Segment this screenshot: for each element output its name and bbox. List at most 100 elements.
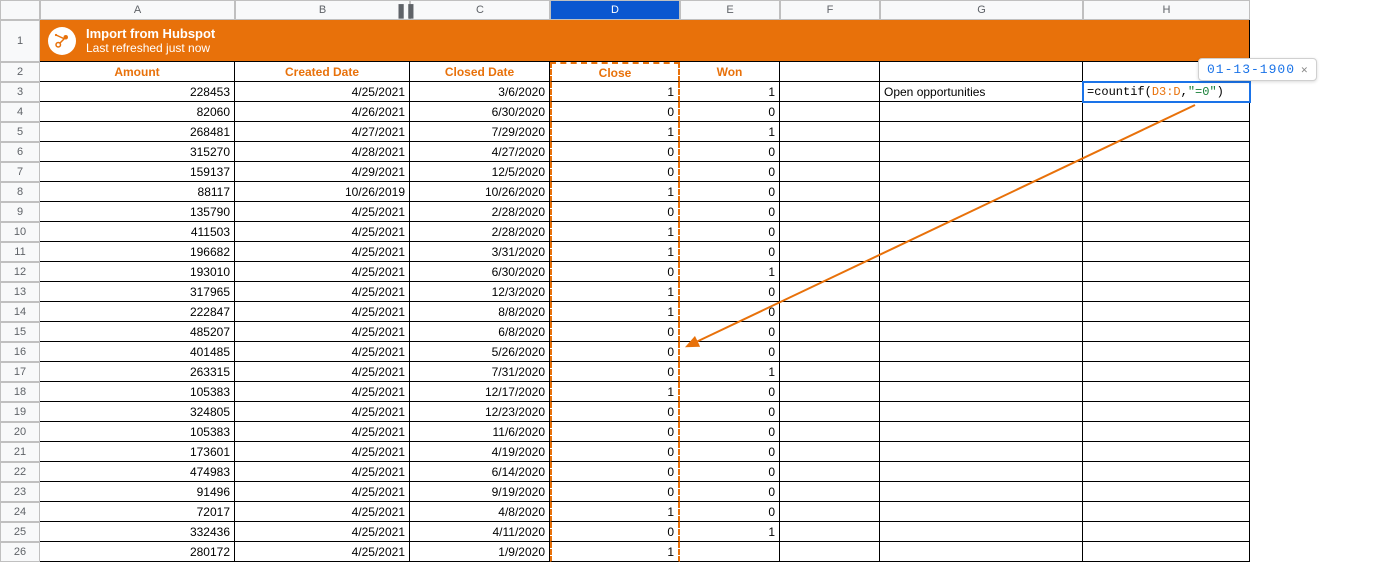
open-opportunities-label[interactable]: Open opportunities <box>880 82 1083 102</box>
cell-close[interactable]: 1 <box>550 502 680 522</box>
cell-created-date[interactable]: 4/26/2021 <box>235 102 410 122</box>
cell-g[interactable] <box>880 462 1083 482</box>
row-header-20[interactable]: 20 <box>0 422 40 442</box>
cell-closed-date[interactable]: 11/6/2020 <box>410 422 550 442</box>
cell-won[interactable]: 0 <box>680 422 780 442</box>
cell-won[interactable]: 1 <box>680 82 780 102</box>
row-header-17[interactable]: 17 <box>0 362 40 382</box>
cell-f[interactable] <box>780 342 880 362</box>
cell-created-date[interactable]: 4/25/2021 <box>235 82 410 102</box>
row-header-8[interactable]: 8 <box>0 182 40 202</box>
cell-h[interactable] <box>1083 162 1250 182</box>
cell-f[interactable] <box>780 82 880 102</box>
row-header-21[interactable]: 21 <box>0 442 40 462</box>
cell-close[interactable]: 0 <box>550 402 680 422</box>
cell-amount[interactable]: 411503 <box>40 222 235 242</box>
cell-h[interactable] <box>1083 402 1250 422</box>
cell-amount[interactable]: 196682 <box>40 242 235 262</box>
cell-created-date[interactable]: 4/25/2021 <box>235 382 410 402</box>
cell-f[interactable] <box>780 442 880 462</box>
row-header-6[interactable]: 6 <box>0 142 40 162</box>
cell-f[interactable] <box>780 502 880 522</box>
cell-closed-date[interactable]: 12/23/2020 <box>410 402 550 422</box>
cell-created-date[interactable]: 4/25/2021 <box>235 302 410 322</box>
cell-created-date[interactable]: 4/25/2021 <box>235 222 410 242</box>
cell-created-date[interactable]: 10/26/2019 <box>235 182 410 202</box>
cell-won[interactable]: 0 <box>680 142 780 162</box>
cell-amount[interactable]: 88117 <box>40 182 235 202</box>
cell-close[interactable]: 1 <box>550 182 680 202</box>
cell-created-date[interactable]: 4/25/2021 <box>235 482 410 502</box>
cell-close[interactable]: 1 <box>550 282 680 302</box>
cell-h[interactable] <box>1083 462 1250 482</box>
cell-amount[interactable]: 72017 <box>40 502 235 522</box>
cell-closed-date[interactable]: 6/30/2020 <box>410 262 550 282</box>
cell-g[interactable] <box>880 202 1083 222</box>
cell-amount[interactable]: 332436 <box>40 522 235 542</box>
cell-created-date[interactable]: 4/25/2021 <box>235 202 410 222</box>
cell-h[interactable] <box>1083 422 1250 442</box>
cell-g[interactable] <box>880 162 1083 182</box>
row-header-19[interactable]: 19 <box>0 402 40 422</box>
row-header-26[interactable]: 26 <box>0 542 40 562</box>
cell-f[interactable] <box>780 542 880 562</box>
cell-h[interactable] <box>1083 482 1250 502</box>
cell-amount[interactable]: 280172 <box>40 542 235 562</box>
cell-g[interactable] <box>880 222 1083 242</box>
cell-h[interactable] <box>1083 322 1250 342</box>
cell-amount[interactable]: 105383 <box>40 382 235 402</box>
cell-g[interactable] <box>880 262 1083 282</box>
cell-f[interactable] <box>780 262 880 282</box>
cell-close[interactable]: 1 <box>550 222 680 242</box>
cell-created-date[interactable]: 4/25/2021 <box>235 542 410 562</box>
cell-close[interactable]: 1 <box>550 382 680 402</box>
cell-closed-date[interactable]: 10/26/2020 <box>410 182 550 202</box>
cell-g[interactable] <box>880 322 1083 342</box>
cell-close[interactable]: 0 <box>550 102 680 122</box>
cell-h[interactable] <box>1083 222 1250 242</box>
select-all-corner[interactable] <box>0 0 40 20</box>
row-header-10[interactable]: 10 <box>0 222 40 242</box>
cell-g[interactable] <box>880 102 1083 122</box>
cell-close[interactable]: 1 <box>550 82 680 102</box>
cell-amount[interactable]: 324805 <box>40 402 235 422</box>
cell-won[interactable]: 0 <box>680 382 780 402</box>
row-header-4[interactable]: 4 <box>0 102 40 122</box>
cell-f[interactable] <box>780 382 880 402</box>
row-header-23[interactable]: 23 <box>0 482 40 502</box>
cell-won[interactable]: 0 <box>680 342 780 362</box>
cell-f[interactable] <box>780 522 880 542</box>
column-header-C[interactable]: C <box>410 0 550 20</box>
cell-closed-date[interactable]: 2/28/2020 <box>410 202 550 222</box>
cell-closed-date[interactable]: 4/19/2020 <box>410 442 550 462</box>
cell-h[interactable] <box>1083 122 1250 142</box>
cell-won[interactable] <box>680 542 780 562</box>
cell-created-date[interactable]: 4/25/2021 <box>235 422 410 442</box>
cell-g[interactable] <box>880 362 1083 382</box>
cell-closed-date[interactable]: 2/28/2020 <box>410 222 550 242</box>
cell-h[interactable] <box>1083 542 1250 562</box>
cell-g[interactable] <box>880 302 1083 322</box>
cell-created-date[interactable]: 4/27/2021 <box>235 122 410 142</box>
cell-h[interactable] <box>1083 522 1250 542</box>
cell-closed-date[interactable]: 4/27/2020 <box>410 142 550 162</box>
cell-closed-date[interactable]: 9/19/2020 <box>410 482 550 502</box>
cell-closed-date[interactable]: 4/11/2020 <box>410 522 550 542</box>
cell-created-date[interactable]: 4/25/2021 <box>235 462 410 482</box>
row-header-18[interactable]: 18 <box>0 382 40 402</box>
cell-closed-date[interactable]: 7/29/2020 <box>410 122 550 142</box>
row-header-24[interactable]: 24 <box>0 502 40 522</box>
cell-closed-date[interactable]: 12/3/2020 <box>410 282 550 302</box>
cell-close[interactable]: 0 <box>550 462 680 482</box>
cell-f[interactable] <box>780 242 880 262</box>
cell-created-date[interactable]: 4/25/2021 <box>235 442 410 462</box>
formula-cell[interactable]: =countif(D3:D,"=0") <box>1083 82 1250 102</box>
column-header-F[interactable]: F <box>780 0 880 20</box>
cell-h[interactable] <box>1083 182 1250 202</box>
cell-amount[interactable]: 82060 <box>40 102 235 122</box>
row-header-7[interactable]: 7 <box>0 162 40 182</box>
cell-h[interactable] <box>1083 362 1250 382</box>
cell-won[interactable]: 0 <box>680 202 780 222</box>
cell-h[interactable] <box>1083 302 1250 322</box>
cell-f[interactable] <box>780 422 880 442</box>
